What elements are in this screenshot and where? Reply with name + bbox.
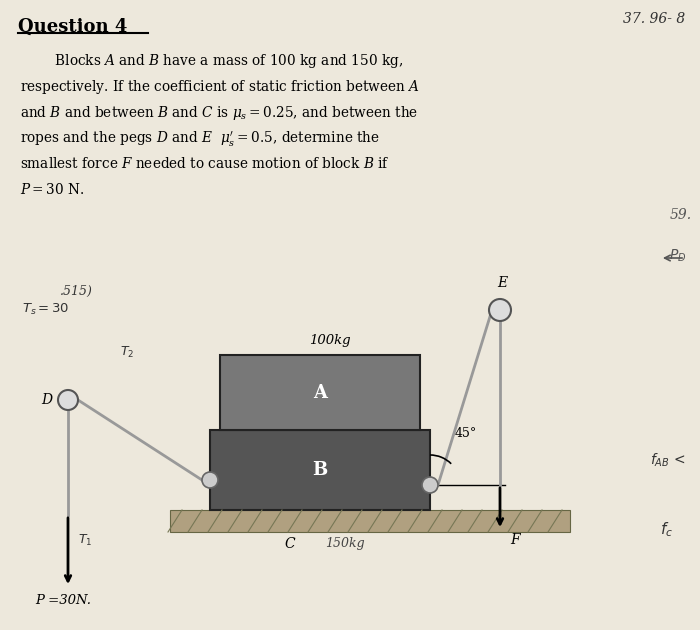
Text: $f_c$: $f_c$ bbox=[660, 520, 673, 539]
Bar bbox=[170, 510, 570, 532]
Circle shape bbox=[489, 299, 511, 321]
Text: A: A bbox=[313, 384, 327, 401]
Text: and $B$ and between $B$ and $C$ is $\mu_s = 0.25$, and between the: and $B$ and between $B$ and $C$ is $\mu_… bbox=[20, 104, 418, 122]
Text: 150kg: 150kg bbox=[326, 537, 365, 550]
Text: $P_D$: $P_D$ bbox=[669, 248, 687, 265]
Text: smallest force $F$ needed to cause motion of block $B$ if: smallest force $F$ needed to cause motio… bbox=[20, 156, 390, 171]
Text: Question 4: Question 4 bbox=[18, 18, 127, 36]
Text: 59.: 59. bbox=[670, 208, 692, 222]
Text: ropes and the pegs $D$ and $E$  $\mu_s^{\prime} = 0.5$, determine the: ropes and the pegs $D$ and $E$ $\mu_s^{\… bbox=[20, 130, 380, 149]
Text: $P = 30$ N.: $P = 30$ N. bbox=[20, 182, 85, 197]
Text: C: C bbox=[285, 537, 295, 551]
Text: 45°: 45° bbox=[455, 427, 477, 440]
Circle shape bbox=[58, 390, 78, 410]
Text: D: D bbox=[41, 393, 52, 407]
Bar bbox=[210, 430, 430, 510]
Text: E: E bbox=[497, 276, 507, 290]
Text: .515): .515) bbox=[60, 285, 93, 298]
Text: Blocks $A$ and $B$ have a mass of 100 kg and 150 kg,: Blocks $A$ and $B$ have a mass of 100 kg… bbox=[20, 52, 403, 70]
Text: B: B bbox=[312, 461, 328, 479]
Text: $T_s=30$: $T_s=30$ bbox=[22, 302, 69, 317]
Circle shape bbox=[422, 477, 438, 493]
Text: respectively. If the coefficient of static friction between $A$: respectively. If the coefficient of stat… bbox=[20, 78, 419, 96]
Bar bbox=[220, 355, 420, 430]
Circle shape bbox=[202, 472, 218, 488]
Text: F: F bbox=[510, 533, 519, 547]
Text: 100kg: 100kg bbox=[309, 334, 351, 347]
Text: 37. 96- 8: 37. 96- 8 bbox=[623, 12, 685, 26]
Text: $f_{AB}$ <: $f_{AB}$ < bbox=[650, 451, 685, 469]
Text: P =30N.: P =30N. bbox=[35, 594, 91, 607]
Text: $T_1$: $T_1$ bbox=[78, 532, 92, 547]
Text: $T_2$: $T_2$ bbox=[120, 345, 134, 360]
